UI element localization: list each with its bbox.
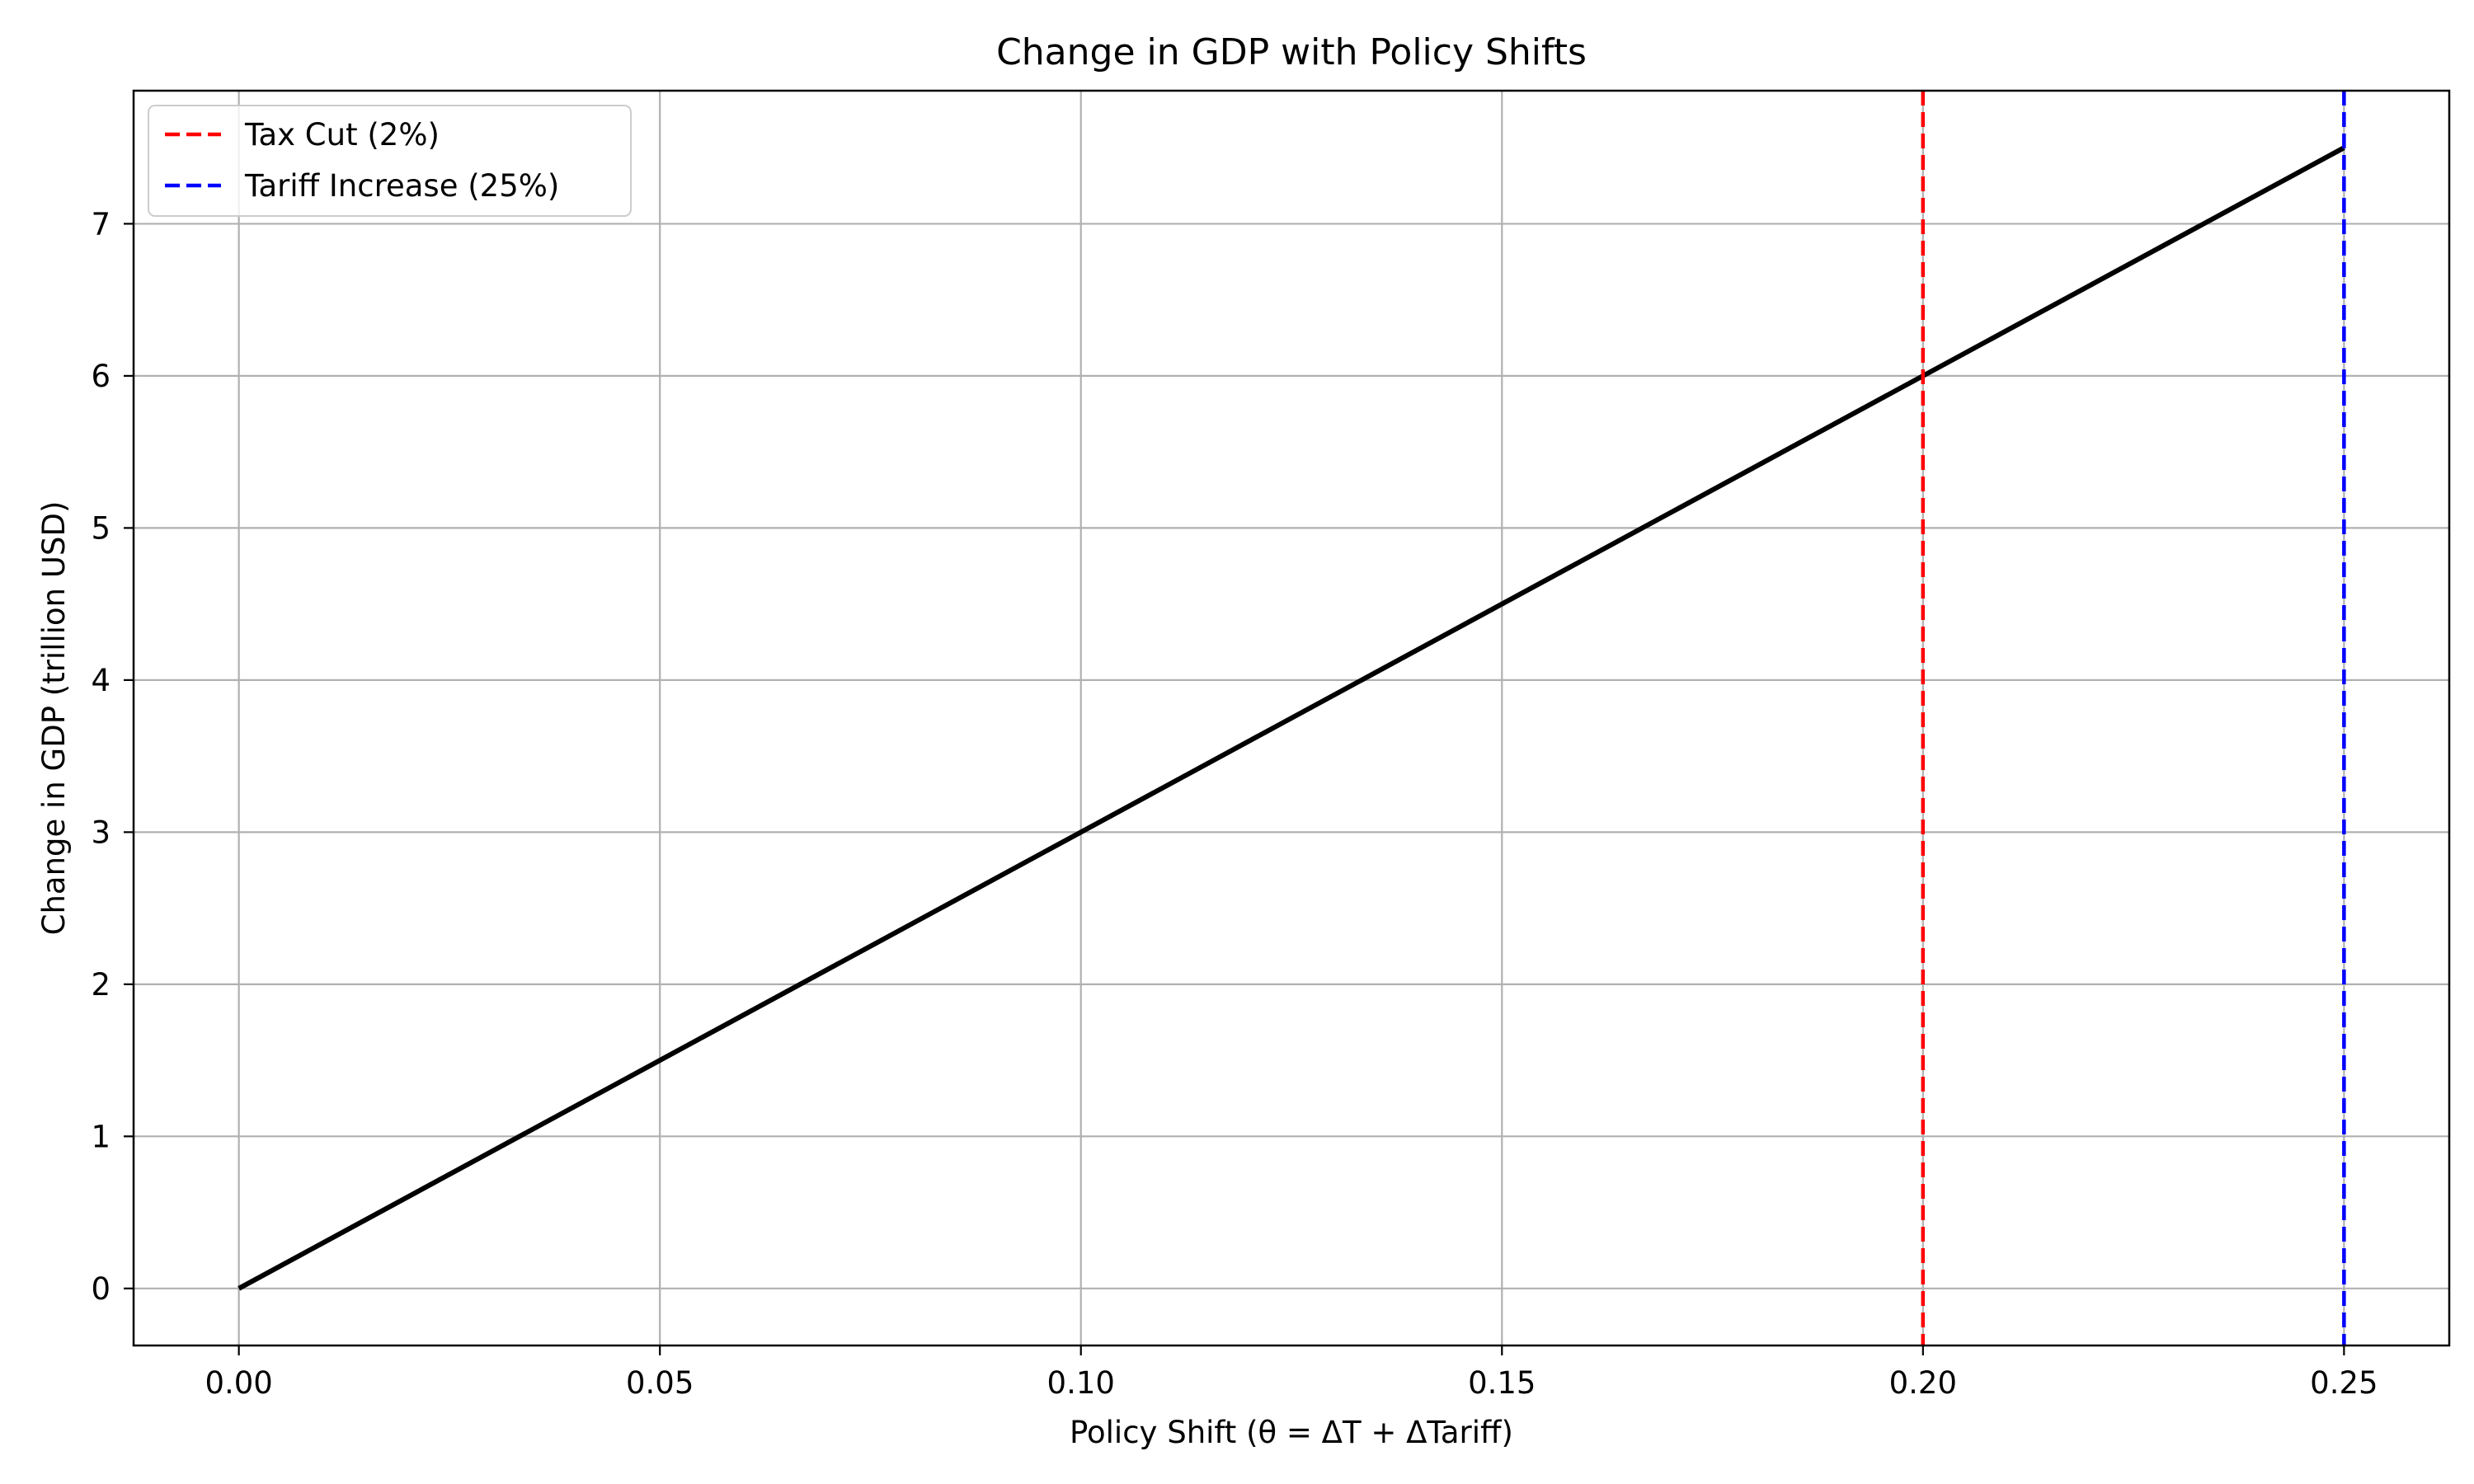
chart-title: Change in GDP with Policy Shifts — [996, 31, 1587, 73]
x-tick-label: 0.15 — [1468, 1365, 1536, 1401]
plot-frame — [132, 89, 2451, 1347]
y-tick-label: 5 — [91, 510, 111, 546]
y-tick-label: 2 — [91, 967, 111, 1003]
y-tick-label: 0 — [91, 1271, 111, 1307]
y-tick-label: 4 — [91, 663, 111, 698]
y-tick-label: 1 — [91, 1119, 111, 1154]
legend: Tax Cut (2%) Tariff Increase (25%) — [148, 105, 632, 217]
series-layer — [238, 145, 2345, 1291]
y-tick-label: 7 — [91, 206, 111, 242]
tick-layer: 0.00 0.05 0.10 0.15 0.20 0.25 0 1 2 3 4 5 6 7 — [91, 206, 2378, 1401]
x-tick-label: 0.10 — [1047, 1365, 1115, 1401]
legend-box — [148, 105, 632, 217]
y-tick-label: 6 — [91, 359, 111, 394]
x-axis-label: Policy Shift (θ = ΔT + ΔTariff) — [1070, 1415, 1513, 1450]
x-tick-label: 0.00 — [205, 1365, 272, 1401]
legend-label: Tariff Increase (25%) — [244, 168, 559, 204]
legend-label: Tax Cut (2%) — [244, 117, 440, 153]
gdp-line — [238, 145, 2345, 1291]
y-tick-label: 3 — [91, 815, 111, 850]
vline-layer — [1921, 91, 2346, 1345]
x-tick-label: 0.25 — [2310, 1365, 2378, 1401]
x-tick-label: 0.05 — [626, 1365, 694, 1401]
x-tick-label: 0.20 — [1889, 1365, 1957, 1401]
y-axis-label: Change in GDP (trillion USD) — [36, 501, 72, 936]
